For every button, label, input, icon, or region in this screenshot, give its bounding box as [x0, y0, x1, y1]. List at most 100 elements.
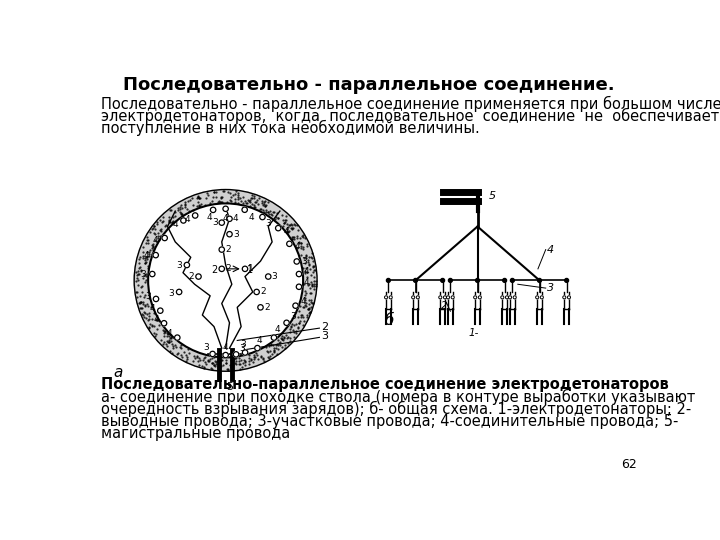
Text: 4: 4 [275, 326, 281, 334]
Text: Последовательно-параллельное соединение электродетонаторов: Последовательно-параллельное соединение … [101, 377, 669, 392]
Circle shape [219, 247, 225, 252]
Text: 4: 4 [283, 227, 289, 237]
Circle shape [446, 296, 449, 299]
Circle shape [153, 252, 158, 258]
Text: Последовательно - параллельное соединение.: Последовательно - параллельное соединени… [123, 76, 615, 93]
Circle shape [271, 335, 276, 340]
Text: 4: 4 [150, 304, 156, 313]
Text: 2: 2 [264, 303, 269, 312]
Circle shape [416, 296, 419, 299]
Circle shape [294, 259, 300, 264]
Text: 4: 4 [173, 220, 179, 229]
Text: а: а [113, 365, 122, 380]
Circle shape [540, 296, 544, 299]
Circle shape [284, 320, 289, 326]
Circle shape [276, 225, 281, 231]
Circle shape [196, 274, 201, 279]
Text: 4: 4 [222, 343, 228, 352]
Text: 3: 3 [240, 340, 246, 349]
Text: 4: 4 [248, 213, 253, 222]
Circle shape [162, 235, 167, 241]
Text: 3: 3 [168, 289, 174, 298]
Text: 4: 4 [257, 336, 263, 345]
Circle shape [210, 207, 216, 213]
Text: 3: 3 [204, 343, 210, 352]
Circle shape [174, 335, 180, 340]
Text: 3: 3 [176, 260, 182, 269]
Text: 3: 3 [321, 331, 328, 341]
Text: 2: 2 [188, 272, 194, 281]
Text: 4: 4 [143, 251, 149, 260]
Circle shape [223, 353, 228, 358]
Text: 4: 4 [153, 236, 158, 245]
Circle shape [181, 218, 186, 223]
Circle shape [254, 289, 259, 295]
Text: очередность взрывания зарядов); б- общая схема. 1-электродетонаторы; 2-: очередность взрывания зарядов); б- общая… [101, 401, 691, 417]
Text: 4: 4 [184, 215, 190, 224]
Circle shape [150, 271, 155, 276]
Circle shape [255, 346, 260, 351]
Text: 1: 1 [248, 265, 253, 275]
Circle shape [444, 296, 446, 299]
Circle shape [564, 279, 569, 282]
Circle shape [441, 279, 444, 282]
Text: 4: 4 [222, 213, 228, 222]
Circle shape [449, 279, 452, 282]
Circle shape [510, 279, 514, 282]
Circle shape [503, 279, 507, 282]
Circle shape [438, 296, 442, 299]
Circle shape [478, 296, 482, 299]
Text: б: б [384, 313, 394, 328]
Text: 4: 4 [547, 245, 554, 254]
Circle shape [536, 296, 539, 299]
Circle shape [233, 352, 239, 357]
Text: 4: 4 [304, 279, 310, 287]
Text: 2: 2 [260, 287, 266, 296]
Circle shape [500, 296, 504, 299]
Text: 5: 5 [226, 382, 233, 392]
Circle shape [223, 206, 228, 212]
Circle shape [563, 296, 566, 299]
Circle shape [513, 296, 516, 299]
Text: 3: 3 [290, 312, 296, 321]
Circle shape [184, 262, 189, 268]
Text: 3: 3 [145, 292, 151, 301]
Circle shape [210, 351, 215, 356]
Circle shape [476, 279, 480, 282]
Circle shape [134, 190, 317, 372]
Circle shape [148, 204, 303, 357]
Circle shape [508, 296, 512, 299]
Text: 2: 2 [225, 245, 231, 254]
Text: 3: 3 [212, 218, 218, 227]
Circle shape [287, 241, 292, 247]
Circle shape [227, 216, 233, 221]
Text: 2: 2 [225, 265, 231, 273]
Circle shape [158, 308, 163, 313]
Text: электродетонаторов,  когда  последовательное  соединение  не  обеспечивает: электродетонаторов, когда последовательн… [101, 108, 719, 124]
Text: 4: 4 [207, 213, 212, 222]
Circle shape [567, 296, 570, 299]
Text: 2: 2 [321, 322, 328, 332]
Circle shape [384, 296, 387, 299]
Circle shape [505, 296, 508, 299]
Text: 2: 2 [212, 265, 218, 275]
Circle shape [296, 284, 302, 289]
Text: 4: 4 [300, 298, 306, 306]
Text: 3: 3 [547, 283, 554, 293]
Text: магистральные провода: магистральные провода [101, 426, 290, 441]
Text: а- соединение при походке ствола (номера в контуре выработки указывают: а- соединение при походке ствола (номера… [101, 389, 695, 405]
Circle shape [153, 296, 158, 302]
Text: 62: 62 [621, 458, 637, 471]
Circle shape [161, 321, 167, 326]
Text: 4: 4 [233, 214, 238, 224]
Text: 3: 3 [233, 230, 238, 239]
Text: 4: 4 [304, 267, 310, 276]
Circle shape [293, 303, 298, 308]
Circle shape [243, 266, 248, 272]
Text: 4: 4 [153, 315, 159, 324]
Circle shape [538, 279, 541, 282]
Text: 4: 4 [294, 241, 300, 251]
Circle shape [474, 296, 477, 299]
Circle shape [243, 350, 248, 355]
Text: 3: 3 [302, 257, 307, 266]
